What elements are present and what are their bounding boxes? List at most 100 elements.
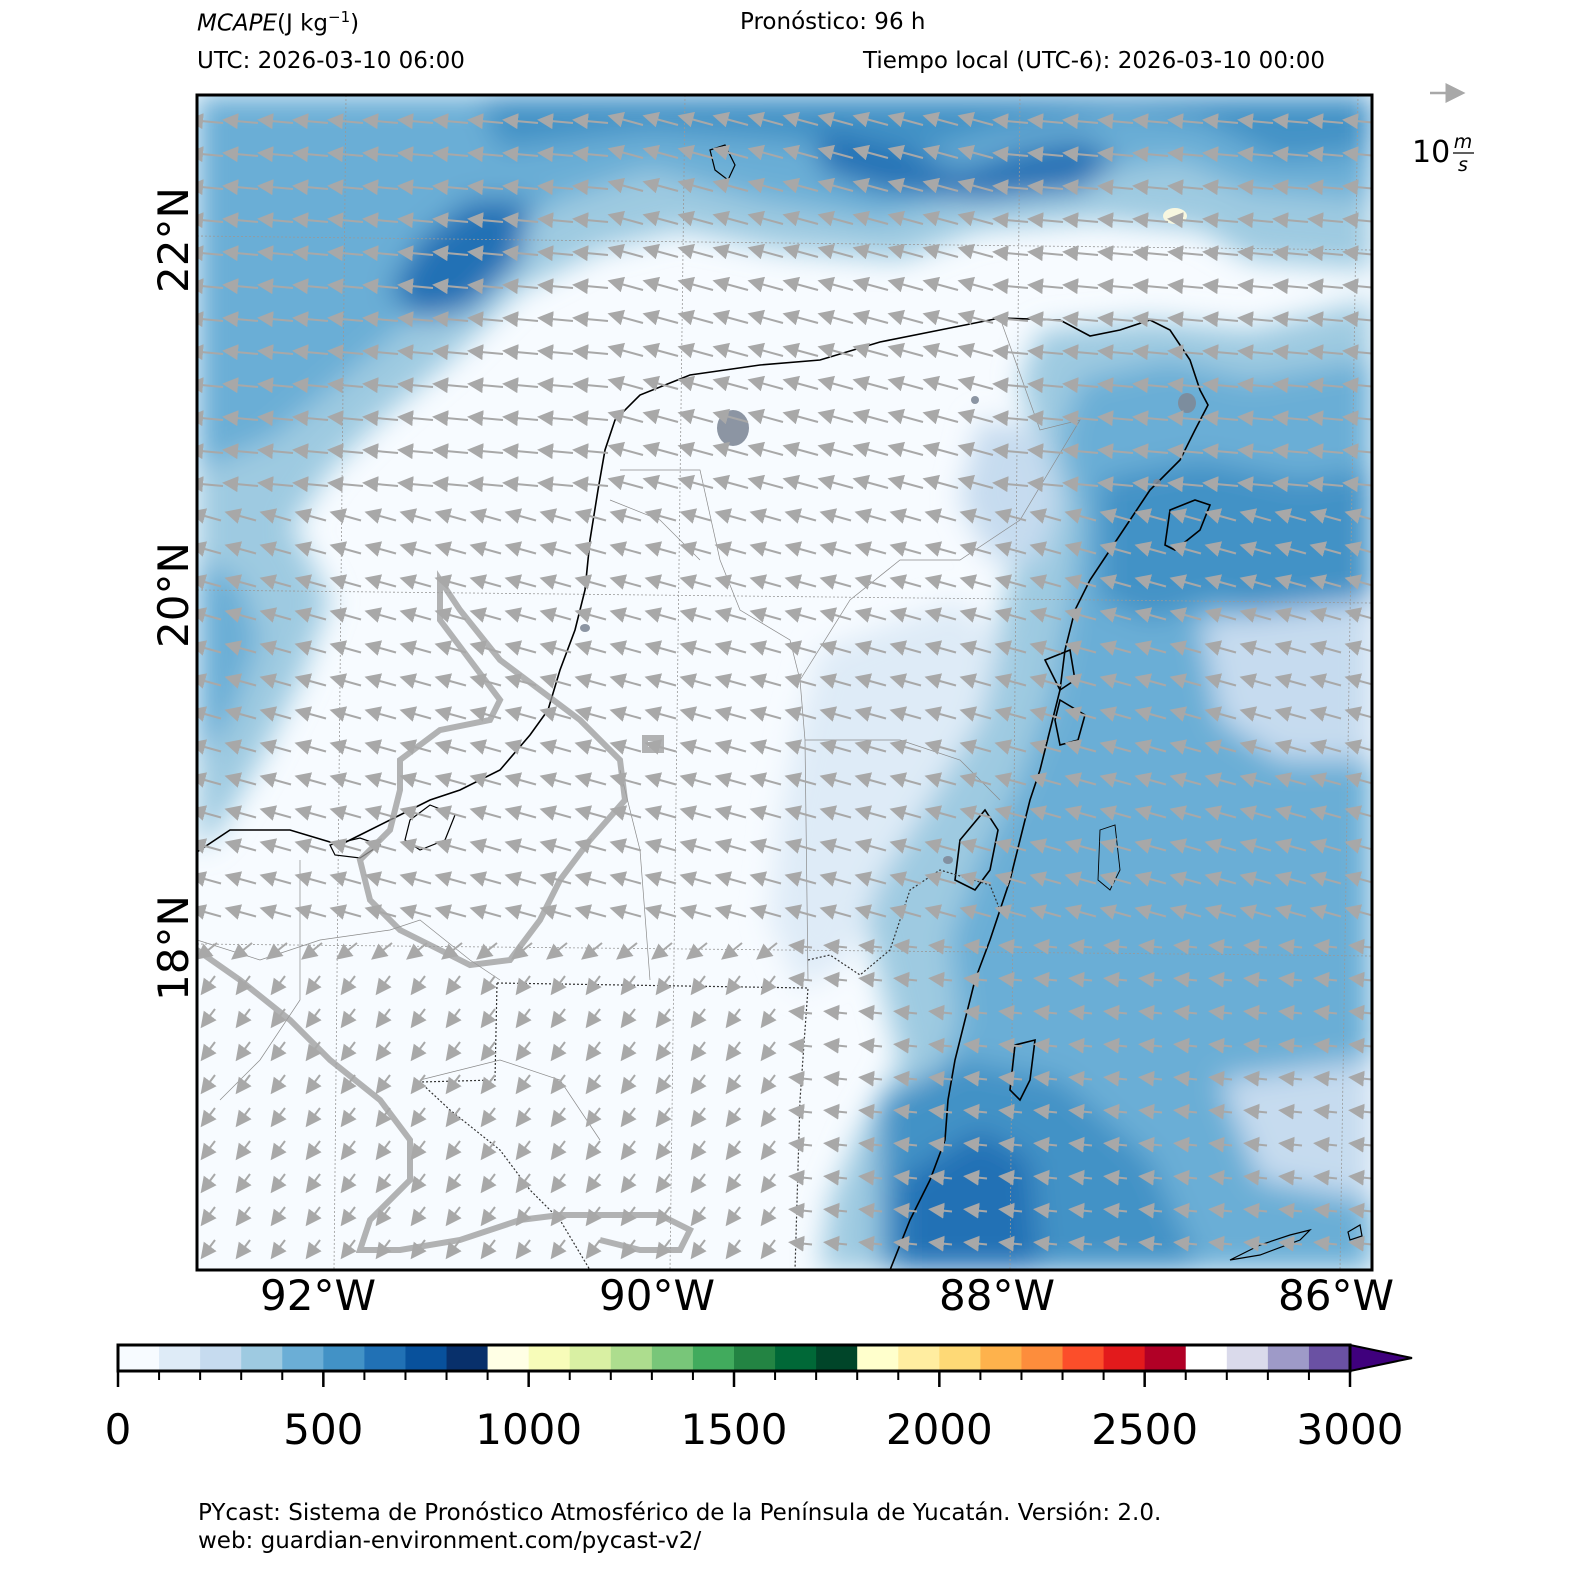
lon-label-86w: 86°W bbox=[1278, 1271, 1394, 1320]
wind-arrow-icon bbox=[294, 640, 327, 656]
colorbar-tick-label: 2500 bbox=[1091, 1405, 1198, 1454]
wind-key: 10 m s bbox=[1412, 83, 1474, 176]
wind-arrow-icon bbox=[327, 212, 364, 229]
wind-arrow-icon bbox=[1027, 476, 1064, 493]
wind-arrow-icon bbox=[609, 706, 642, 722]
wind-arrow-icon bbox=[1103, 1103, 1128, 1120]
wind-arrow-icon bbox=[788, 1136, 813, 1153]
wind-arrow-icon bbox=[410, 1239, 427, 1260]
wind-arrow-icon bbox=[1313, 938, 1338, 955]
wind-arrow-icon bbox=[259, 640, 292, 656]
wind-arrow-icon bbox=[1272, 245, 1309, 262]
wind-arrow-icon bbox=[480, 1173, 497, 1194]
wind-arrow-icon bbox=[399, 607, 432, 623]
wind-arrow-icon bbox=[1134, 541, 1167, 557]
wind-arrow-icon bbox=[1274, 673, 1307, 689]
wind-arrow-icon bbox=[434, 706, 467, 722]
wind-arrow-icon bbox=[329, 871, 362, 887]
wind-arrow-icon bbox=[1099, 838, 1132, 854]
wind-arrow-icon bbox=[1307, 476, 1344, 493]
wind-arrow-icon bbox=[994, 871, 1027, 887]
wind-arrow-icon bbox=[998, 1037, 1023, 1054]
wind-arrow-icon bbox=[197, 377, 224, 394]
wind-arrow-icon bbox=[362, 113, 399, 130]
wind-arrow-icon bbox=[1132, 212, 1169, 229]
wind-arrow-icon bbox=[469, 805, 502, 821]
wind-arrow-icon bbox=[1097, 311, 1134, 328]
wind-arrow-icon bbox=[998, 1103, 1023, 1120]
wind-arrow-icon bbox=[817, 309, 854, 326]
wind-arrow-icon bbox=[1344, 508, 1372, 524]
wind-arrow-icon bbox=[1033, 1070, 1058, 1087]
wind-arrow-icon bbox=[362, 146, 399, 163]
wind-arrow-icon bbox=[922, 309, 959, 326]
wind-arrow-icon bbox=[235, 975, 252, 996]
wind-arrow-icon bbox=[1167, 113, 1204, 130]
wind-arrow-icon bbox=[1064, 640, 1097, 656]
wind-arrow-icon bbox=[1167, 476, 1204, 493]
wind-arrow-icon bbox=[712, 210, 749, 227]
wind-arrow-icon bbox=[620, 1173, 637, 1194]
wind-arrow-icon bbox=[655, 1140, 672, 1161]
wind-arrow-icon bbox=[1167, 344, 1204, 361]
colorbar-bin bbox=[200, 1345, 242, 1371]
wind-arrow-icon bbox=[784, 739, 817, 755]
wind-arrow-icon bbox=[539, 871, 572, 887]
wind-arrow-icon bbox=[714, 805, 747, 821]
wind-arrow-icon bbox=[963, 1169, 988, 1186]
wind-arrow-icon bbox=[1239, 838, 1272, 854]
wind-arrow-icon bbox=[432, 212, 469, 229]
wind-arrow-icon bbox=[502, 377, 539, 394]
wind-arrow-icon bbox=[480, 1107, 497, 1128]
wind-arrow-icon bbox=[784, 838, 817, 854]
wind-arrow-icon bbox=[1173, 1169, 1198, 1186]
wind-arrow-icon bbox=[924, 805, 957, 821]
lon-label-88w: 88°W bbox=[939, 1271, 1055, 1320]
wind-arrow-icon bbox=[329, 508, 362, 524]
wind-arrow-icon bbox=[998, 1004, 1023, 1021]
wind-arrow-icon bbox=[1097, 113, 1134, 130]
wind-arrow-icon bbox=[957, 375, 994, 392]
wind-arrow-icon bbox=[257, 179, 294, 196]
wind-arrow-icon bbox=[537, 443, 574, 460]
wind-arrow-icon bbox=[224, 508, 257, 524]
wind-arrow-icon bbox=[336, 942, 358, 960]
wind-arrow-icon bbox=[609, 772, 642, 788]
wind-arrow-icon bbox=[292, 113, 329, 130]
wind-arrow-icon bbox=[607, 375, 644, 392]
wind-arrow-icon bbox=[963, 1103, 988, 1120]
wind-arrow-icon bbox=[642, 375, 679, 392]
wind-arrow-icon bbox=[585, 1206, 602, 1227]
wind-arrow-icon bbox=[679, 640, 712, 656]
wind-arrow-icon bbox=[1274, 805, 1307, 821]
wind-arrow-icon bbox=[329, 640, 362, 656]
wind-arrow-icon bbox=[721, 942, 743, 960]
wind-arrow-icon bbox=[928, 1235, 953, 1252]
wind-arrow-icon bbox=[224, 772, 257, 788]
wind-arrow-icon bbox=[1097, 443, 1134, 460]
wind-arrow-icon bbox=[609, 607, 642, 623]
wind-arrow-icon bbox=[375, 1008, 392, 1029]
wind-arrow-icon bbox=[823, 1136, 848, 1153]
wind-arrow-icon bbox=[690, 1239, 707, 1260]
wind-arrow-icon bbox=[1167, 443, 1204, 460]
wind-arrow-icon bbox=[747, 210, 784, 227]
wind-arrow-icon bbox=[1062, 179, 1099, 196]
wind-arrow-icon bbox=[1167, 410, 1204, 427]
wind-arrow-icon bbox=[817, 276, 854, 293]
wind-arrow-icon bbox=[539, 772, 572, 788]
lon-label-90w: 90°W bbox=[599, 1271, 715, 1320]
wind-arrow-icon bbox=[504, 607, 537, 623]
wind-arrow-icon bbox=[784, 607, 817, 623]
wind-arrow-icon bbox=[329, 706, 362, 722]
wind-arrow-icon bbox=[1068, 1202, 1093, 1219]
wind-arrow-icon bbox=[1068, 1103, 1093, 1120]
wind-arrow-icon bbox=[1272, 377, 1309, 394]
wind-arrow-icon bbox=[371, 942, 393, 960]
wind-arrow-icon bbox=[480, 1239, 497, 1260]
wind-arrow-icon bbox=[467, 476, 504, 493]
wind-arrow-icon bbox=[537, 377, 574, 394]
wind-arrow-icon bbox=[1202, 344, 1239, 361]
wind-arrow-icon bbox=[397, 179, 434, 196]
wind-arrow-icon bbox=[375, 1206, 392, 1227]
